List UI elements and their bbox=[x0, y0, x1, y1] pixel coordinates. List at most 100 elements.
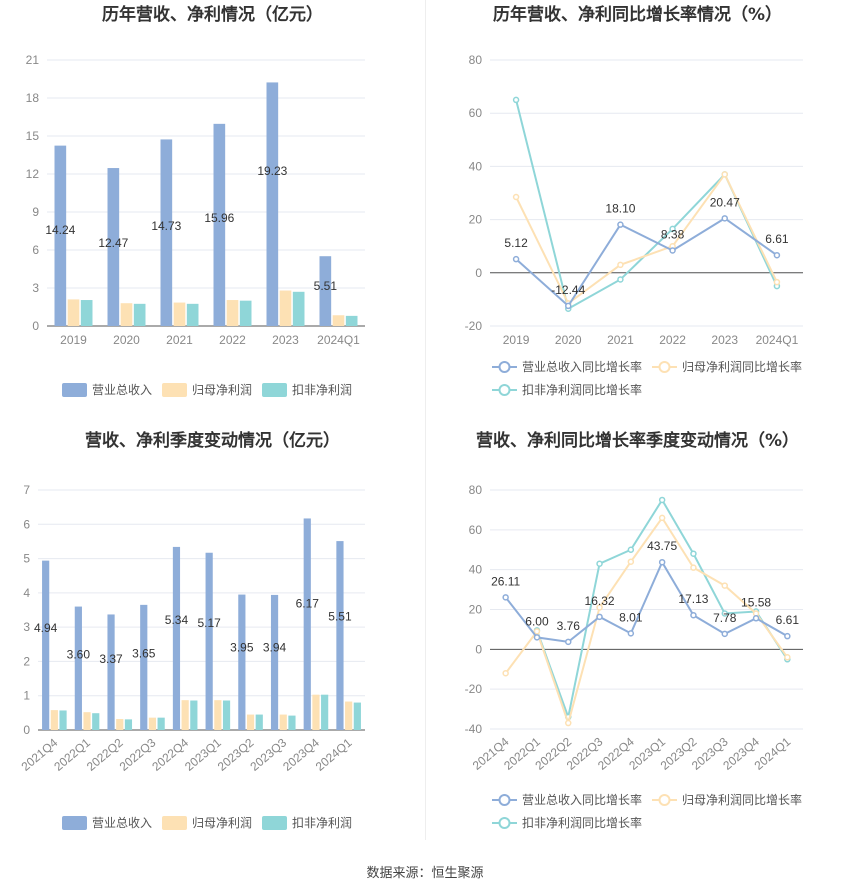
bar bbox=[80, 300, 93, 326]
x-tick-label: 2020 bbox=[555, 333, 582, 347]
bar-value-label: 3.60 bbox=[67, 647, 91, 661]
x-tick-label: 2020 bbox=[113, 333, 140, 347]
series-point bbox=[669, 247, 676, 254]
legend-swatch bbox=[162, 383, 187, 397]
line-value-label: 17.13 bbox=[678, 592, 708, 606]
series-point bbox=[690, 550, 697, 557]
y-tick-label: 3 bbox=[23, 620, 30, 634]
bar-value-label: 15.96 bbox=[204, 211, 234, 225]
bar bbox=[266, 82, 279, 326]
x-tick-label: 2024Q1 bbox=[317, 333, 360, 347]
bar bbox=[148, 717, 157, 730]
series-line bbox=[504, 516, 789, 727]
x-tick-label: 2022 bbox=[659, 333, 686, 347]
bar bbox=[288, 715, 296, 730]
series-point bbox=[658, 514, 666, 522]
x-tick-label: 2021 bbox=[607, 333, 634, 347]
bar bbox=[336, 541, 344, 730]
line-value-label: 7.78 bbox=[713, 611, 737, 625]
bar-value-label: 3.94 bbox=[263, 641, 287, 655]
line-value-label: 6.61 bbox=[776, 613, 800, 627]
y-tick-label: 6 bbox=[32, 243, 39, 257]
annual-revenue-profit-svg: 历年营收、净利情况（亿元） 0 3 6 9 12 15 18 21 14.24 12.47 14.73… bbox=[26, 4, 365, 397]
legend-swatch bbox=[162, 816, 187, 830]
quarterly-growth-rate-chart: 营收、净利同比增长率季度变动情况（%） -40 -20 0 20 40 60 80 26.11 6… bbox=[425, 420, 850, 845]
series-point bbox=[502, 669, 509, 677]
series-point bbox=[784, 654, 791, 661]
legend-label: 归母净利润 bbox=[192, 816, 252, 830]
bar bbox=[67, 299, 80, 326]
y-tick-label: -20 bbox=[465, 682, 483, 696]
bar bbox=[246, 714, 255, 730]
y-tick-label: 7 bbox=[23, 483, 30, 497]
series-point bbox=[627, 558, 635, 565]
series-point bbox=[773, 278, 781, 286]
line-value-label: 16.32 bbox=[585, 594, 615, 608]
series-point bbox=[533, 634, 541, 641]
bar-value-label: 6.17 bbox=[296, 596, 320, 610]
bar bbox=[160, 139, 173, 326]
legend-label: 扣非净利润同比增长率 bbox=[522, 815, 642, 830]
legend-label: 扣非净利润 bbox=[292, 816, 352, 830]
bar bbox=[59, 710, 67, 730]
legend-marker bbox=[658, 794, 671, 806]
legend-marker bbox=[658, 361, 671, 373]
bar-value-label: 19.23 bbox=[257, 164, 287, 178]
bar bbox=[133, 303, 146, 326]
bar-value-label: 3.95 bbox=[230, 640, 254, 654]
bar-value-label: 4.94 bbox=[34, 621, 58, 635]
legend-label: 营业总收入 bbox=[92, 816, 152, 830]
y-tick-label: -20 bbox=[465, 319, 483, 333]
series-point bbox=[596, 613, 603, 621]
legend-label: 营业总收入 bbox=[92, 383, 152, 397]
bar-value-label: 5.51 bbox=[328, 609, 352, 623]
series-point bbox=[669, 225, 676, 233]
y-tick-label: 1 bbox=[23, 689, 30, 703]
line-value-label: 8.38 bbox=[661, 228, 685, 242]
series-point bbox=[773, 251, 781, 259]
bar bbox=[239, 300, 252, 326]
x-tick-label: 2023 bbox=[272, 333, 299, 347]
bar bbox=[42, 560, 50, 730]
bar-value-label: 5.17 bbox=[197, 616, 221, 630]
bar-value-label: 3.37 bbox=[99, 652, 123, 666]
series-point bbox=[721, 215, 728, 222]
quarterly-revenue-profit-svg: 营收、净利季度变动情况（亿元） 0 1 2 3 4 5 6 7 4.94 3.60 3.37 3.65 5… bbox=[19, 430, 365, 830]
series-line bbox=[515, 217, 778, 308]
series-point bbox=[721, 582, 728, 589]
series-point bbox=[721, 630, 728, 638]
series-point bbox=[752, 615, 760, 622]
bar bbox=[214, 700, 222, 730]
x-tick-label: 2022 bbox=[219, 333, 246, 347]
legend-swatch bbox=[262, 816, 287, 830]
bar bbox=[270, 594, 279, 730]
series-point bbox=[512, 193, 520, 201]
y-tick-label: 20 bbox=[469, 603, 483, 617]
bar bbox=[140, 604, 148, 730]
line-value-label: 20.47 bbox=[710, 195, 740, 209]
line-value-label: 5.12 bbox=[504, 236, 528, 250]
y-tick-label: 18 bbox=[26, 91, 40, 105]
y-tick-label: 80 bbox=[469, 53, 483, 67]
bar bbox=[54, 145, 67, 326]
line-value-label: 3.76 bbox=[557, 619, 581, 633]
bar bbox=[319, 256, 332, 326]
bar bbox=[120, 303, 133, 326]
series-point bbox=[721, 610, 728, 617]
bar bbox=[279, 290, 292, 326]
y-tick-label: 12 bbox=[26, 167, 40, 181]
y-tick-label: 0 bbox=[475, 266, 482, 280]
y-tick-label: 0 bbox=[475, 642, 482, 656]
line-value-label: 26.11 bbox=[491, 574, 520, 588]
x-tick-label: 2021 bbox=[166, 333, 193, 347]
bar bbox=[124, 719, 133, 730]
y-tick-label: 0 bbox=[32, 319, 39, 333]
legend-label: 归母净利润 bbox=[192, 383, 252, 397]
y-tick-label: 0 bbox=[23, 723, 30, 737]
bar bbox=[181, 700, 189, 730]
bar bbox=[332, 315, 345, 326]
x-tick-label: 2024Q1 bbox=[752, 734, 794, 772]
chart-title: 营收、净利季度变动情况（亿元） bbox=[85, 430, 340, 451]
bar bbox=[226, 300, 239, 326]
y-tick-label: 5 bbox=[23, 552, 30, 566]
